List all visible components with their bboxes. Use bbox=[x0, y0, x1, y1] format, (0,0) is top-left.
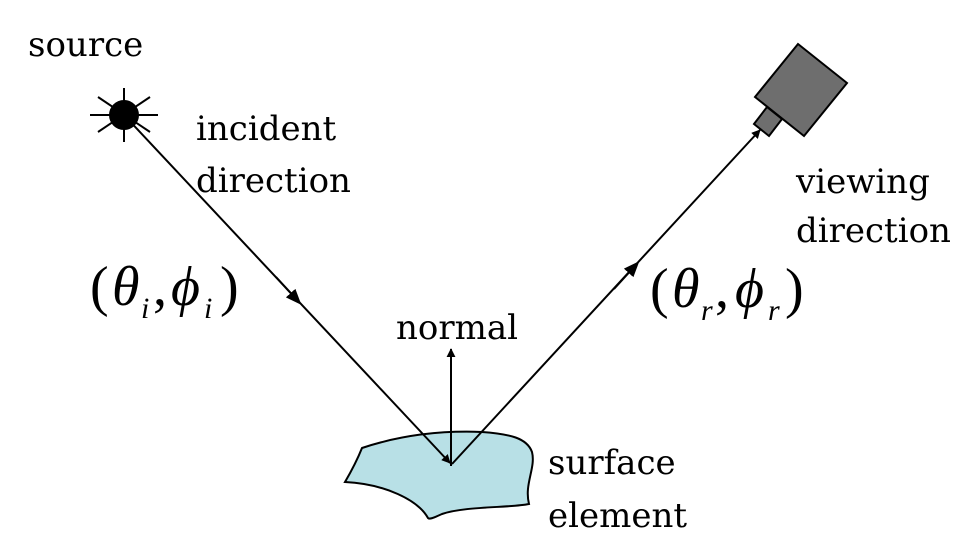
incident-angle-phi-sub: i bbox=[204, 292, 212, 325]
incident-angle-comma: , bbox=[153, 256, 167, 318]
reflected-angle-formula: ( θ r , ϕ r ) bbox=[650, 258, 804, 327]
viewing-direction-label-line1: viewing bbox=[795, 162, 930, 202]
incident-direction-label-line2: direction bbox=[196, 161, 351, 201]
reflected-angle-phi: ϕ bbox=[735, 258, 764, 320]
source-label: source bbox=[28, 25, 143, 65]
incident-angle-theta: θ bbox=[112, 256, 140, 318]
surface-element-label-line2: element bbox=[548, 496, 687, 536]
surface-element-label-line1: surface bbox=[548, 443, 676, 483]
incident-direction-label-line1: incident bbox=[196, 109, 336, 149]
incident-angle-phi: ϕ bbox=[171, 256, 200, 318]
reflected-ray bbox=[451, 129, 761, 465]
incident-angle-close-paren: ) bbox=[220, 256, 239, 318]
reflected-angle-theta-sub: r bbox=[701, 294, 713, 327]
incident-angle-open-paren: ( bbox=[90, 256, 109, 318]
reflected-angle-theta: θ bbox=[672, 258, 700, 320]
reflected-angle-phi-sub: r bbox=[768, 294, 780, 327]
reflected-angle-comma: , bbox=[715, 258, 729, 320]
reflected-angle-close-paren: ) bbox=[785, 258, 804, 320]
viewing-direction-label-line2: direction bbox=[796, 211, 951, 251]
incident-angle-formula: ( θ i , ϕ i ) bbox=[90, 256, 239, 325]
camera-icon bbox=[752, 42, 849, 138]
reflected-angle-open-paren: ( bbox=[650, 258, 669, 320]
normal-label: normal bbox=[396, 308, 518, 348]
incident-ray-arrowhead bbox=[275, 276, 302, 305]
reflected-ray-arrowhead bbox=[613, 261, 640, 290]
incident-angle-theta-sub: i bbox=[141, 292, 149, 325]
surface-element-patch bbox=[343, 430, 534, 520]
